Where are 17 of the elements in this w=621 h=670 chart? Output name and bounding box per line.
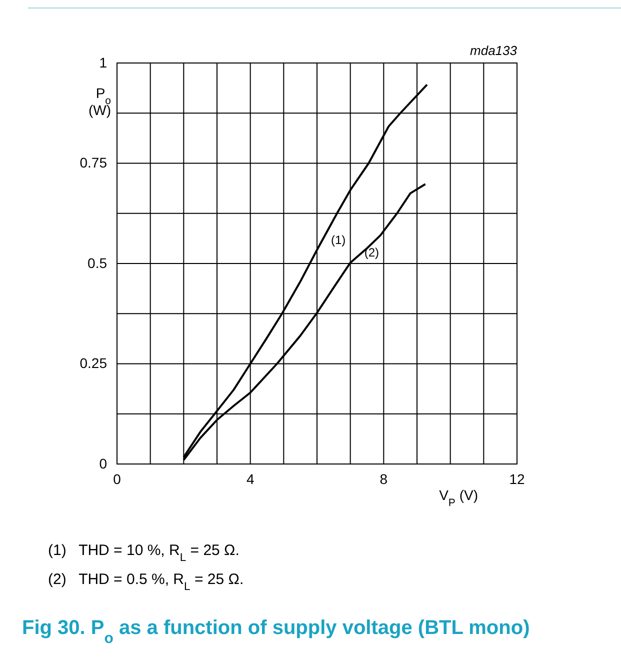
x-tick-label: 8 (380, 470, 388, 487)
y-tick-label: 1 (99, 54, 108, 70)
x-tick-label: 4 (246, 470, 254, 487)
text: (2) THD = 0.5 %, R$_{L}$ = 25 Ω. (48, 571, 244, 593)
y-tick-label: 0.75 (80, 154, 108, 171)
y-tick-label: 0.25 (80, 355, 108, 372)
x-tick-label: 12 (509, 470, 525, 487)
text: mda133 (470, 43, 518, 58)
text: (1) THD = 10 %, R$_{L}$ = 25 Ω. (48, 542, 240, 564)
x-tick-label: 0 (113, 470, 122, 487)
y-axis-title: P$_{o}$ (W) (88, 85, 112, 118)
series-label: (2) (364, 246, 380, 260)
text: Fig 30. P$_{o}$ as a function of supply voltage (BTL mono) (22, 617, 530, 646)
series-label: (1) (331, 232, 346, 247)
y-tick-label: 0 (99, 455, 108, 472)
x-axis-title: V$_{P}$ (V) (439, 487, 478, 509)
y-tick-label: 0.5 (88, 254, 108, 271)
